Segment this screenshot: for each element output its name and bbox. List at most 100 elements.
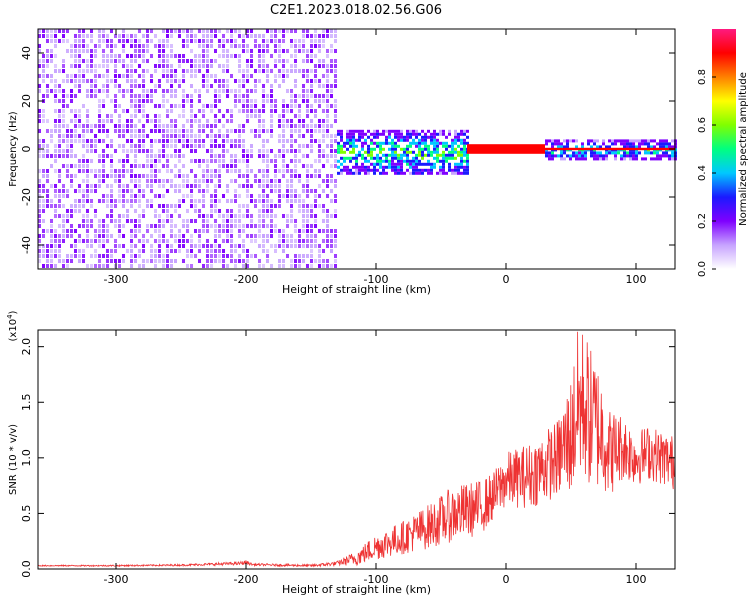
heatmap-cell [170,204,173,208]
heatmap-cell [246,224,249,228]
heatmap-cell [178,214,181,218]
heatmap-cell [170,69,173,73]
heatmap-cell [258,129,261,133]
heatmap-cell [178,244,181,248]
heatmap-cell [114,174,117,178]
heatmap-cell [282,164,285,168]
heatmap-cell [238,229,241,233]
heatmap-cell [206,74,209,78]
heatmap-cell [142,259,145,263]
heatmap-cell [226,54,229,58]
heatmap-cell [572,151,575,155]
heatmap-cell [355,153,358,157]
heatmap-cell [186,34,189,38]
heatmap-cell [234,154,237,158]
heatmap-cell [130,139,133,143]
heatmap-cell [42,139,45,143]
heatmap-cell [78,74,81,78]
heatmap-cell [671,139,674,143]
heatmap-cell [385,135,388,139]
heatmap-cell [106,259,109,263]
heatmap-cell [122,94,125,98]
heatmap-cell [162,224,165,228]
heatmap-cell [430,150,433,154]
heatmap-cell [90,124,93,128]
heatmap-cell [122,199,125,203]
heatmap-cell [254,234,257,238]
heatmap-cell [202,169,205,173]
heatmap-cell [174,209,177,213]
heatmap-cell [214,74,217,78]
heatmap-cell [391,165,394,169]
heatmap-cell [226,239,229,243]
heatmap-cell [563,151,566,155]
heatmap-cell [373,147,376,151]
heatmap-cell [122,89,125,93]
heatmap-cell [306,104,309,108]
heatmap-cell [118,224,121,228]
heatmap-cell [134,219,137,223]
heatmap-cell [62,69,65,73]
heatmap-cell [94,229,97,233]
heatmap-cell [134,34,137,38]
heatmap-cell [162,124,165,128]
heatmap-cell [246,59,249,63]
heatmap-cell [218,94,221,98]
heatmap-cell [190,69,193,73]
heatmap-cell [126,214,129,218]
heatmap-cell [403,138,406,142]
heatmap-cell [466,165,469,169]
heatmap-cell [134,154,137,158]
heatmap-cell [318,149,321,153]
heatmap-cell [50,59,53,63]
heatmap-cell [262,144,265,148]
heatmap-cell [174,139,177,143]
heatmap-cell [286,89,289,93]
heatmap-cell [314,239,317,243]
heatmap-cell [182,99,185,103]
heatmap-cell [602,157,605,161]
heatmap-cell [50,154,53,158]
heatmap-cell [330,174,333,178]
heatmap-cell [427,144,430,148]
heatmap-cell [206,149,209,153]
heatmap-cell [436,141,439,145]
heatmap-cell [246,149,249,153]
heatmap-cell [106,69,109,73]
heatmap-cell [554,139,557,143]
heatmap-cell [306,109,309,113]
heatmap-cell [635,157,638,161]
heatmap-cell [206,134,209,138]
heatmap-cell [266,239,269,243]
heatmap-cell [54,214,57,218]
heatmap-cell [130,234,133,238]
heatmap-cell [170,89,173,93]
heatmap-cell [182,124,185,128]
heatmap-cell [106,199,109,203]
heatmap-cell [270,244,273,248]
heatmap-cell [54,209,57,213]
heatmap-cell [82,249,85,253]
heatmap-cell [106,254,109,258]
heatmap-cell [294,114,297,118]
heatmap-cell [46,199,49,203]
heatmap-cell [246,164,249,168]
heatmap-cell [130,134,133,138]
heatmap-cell [254,199,257,203]
heatmap-cell [310,244,313,248]
heatmap-cell [114,124,117,128]
heatmap-cell [50,219,53,223]
heatmap-cell [70,64,73,68]
heatmap-cell [318,144,321,148]
heatmap-cell [54,89,57,93]
heatmap-cell [334,264,337,268]
heatmap-cell [98,129,101,133]
heatmap-cell [254,69,257,73]
heatmap-cell [274,44,277,48]
heatmap-cell [66,164,69,168]
heatmap-cell [190,204,193,208]
heatmap-cell [358,138,361,142]
heatmap-cell [246,79,249,83]
heatmap-cell [86,69,89,73]
heatmap-cell [238,124,241,128]
